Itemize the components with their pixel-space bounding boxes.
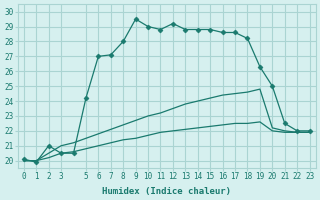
X-axis label: Humidex (Indice chaleur): Humidex (Indice chaleur) [102,187,231,196]
